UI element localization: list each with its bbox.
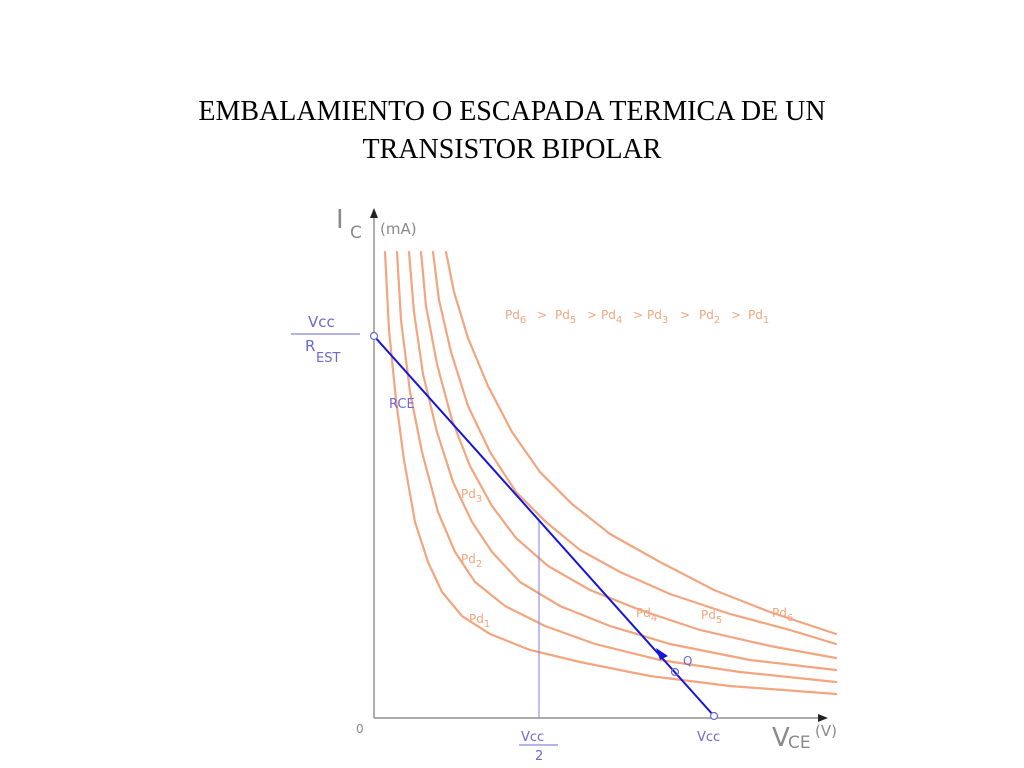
curve-label-pd4: Pd4 [636,606,657,624]
curve-label-pd1: Pd1 [469,612,490,630]
curve-pd3 [407,250,838,672]
power-relation: Pd6 > Pd5 > Pd4 > Pd3 > Pd2 > Pd1 [505,308,769,326]
q-point-label: Q [683,654,692,668]
x-axis-arrow-icon [818,714,828,722]
curve-pd5 [431,250,838,646]
relation-term-3: Pd3 [647,308,668,326]
relation-separator: > [587,308,597,322]
vcc-label: Vcc [697,730,720,745]
y-axis-symbol: I [336,205,344,235]
y-axis-unit: (mA) [380,220,417,238]
q-point-marker [670,667,680,677]
vcc-half-denominator: 2 [535,749,543,764]
load-line-label: RCE [389,397,415,412]
y-intercept-marker [369,331,379,341]
curve-pd4 [419,250,838,660]
q-arrow-icon [656,648,668,660]
x-axis-symbol: V [772,723,790,753]
axes [370,208,828,722]
relation-term-6: Pd6 [505,308,526,326]
relation-separator: > [680,308,690,322]
title-line-2: TRANSISTOR BIPOLAR [362,134,662,165]
curve-labels: Pd1 Pd2 Pd3 Pd4 Pd5 Pd6 [461,487,793,630]
title-line-1: EMBALAMIENTO O ESCAPADA TERMICA DE UN [198,96,826,127]
relation-term-1: Pd1 [748,308,769,326]
page-title: EMBALAMIENTO O ESCAPADA TERMICA DE UN TR… [0,93,1024,169]
origin-label: 0 [356,722,364,736]
load-line [373,335,715,717]
curve-pd1 [383,250,838,696]
curve-pd6 [444,250,838,636]
curve-label-pd3: Pd3 [461,487,482,505]
curve-label-pd5: Pd5 [701,608,722,626]
y-axis-arrow-icon [370,208,378,218]
y-intercept-numerator: Vcc [308,313,335,331]
vcc-half-numerator: Vcc [521,730,544,745]
y-intercept-denominator-subscript: EST [316,351,340,366]
x-axis-subscript: CE [788,733,811,753]
relation-separator: > [731,308,741,322]
relation-term-2: Pd2 [699,308,720,326]
power-curves [383,250,838,696]
relation-separator: > [537,308,547,322]
y-intercept-denominator: R [305,337,315,355]
x-intercept-marker [709,711,719,721]
x-axis-unit: (V) [815,722,837,740]
relation-term-4: Pd4 [601,308,622,326]
curve-label-pd2: Pd2 [461,552,482,570]
relation-term-5: Pd5 [555,308,576,326]
curve-label-pd6: Pd6 [772,606,793,624]
relation-separator: > [633,308,643,322]
y-axis-subscript: C [350,223,362,243]
